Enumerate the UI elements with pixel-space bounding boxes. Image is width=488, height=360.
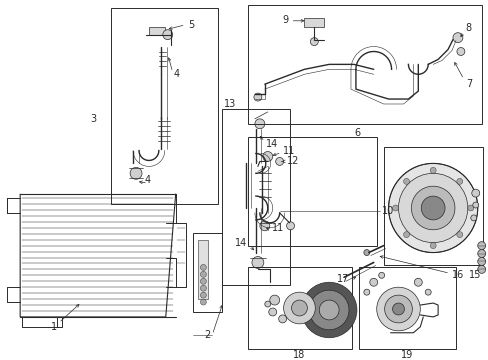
Circle shape — [259, 221, 269, 231]
Text: 4: 4 — [173, 69, 180, 79]
Text: 7: 7 — [465, 79, 471, 89]
Circle shape — [410, 186, 454, 230]
Circle shape — [477, 257, 485, 265]
Text: 1: 1 — [51, 322, 57, 332]
Circle shape — [392, 303, 404, 315]
Circle shape — [456, 179, 462, 184]
Circle shape — [200, 292, 206, 298]
Text: 9: 9 — [282, 15, 288, 25]
Circle shape — [200, 271, 206, 277]
Text: 13: 13 — [224, 99, 236, 109]
Bar — [358, 267, 455, 348]
Circle shape — [456, 48, 464, 55]
Circle shape — [477, 249, 485, 257]
Circle shape — [477, 242, 485, 249]
Circle shape — [130, 167, 142, 179]
Text: 6: 6 — [353, 128, 359, 138]
Text: 4: 4 — [144, 175, 151, 185]
Circle shape — [301, 282, 356, 338]
Text: 2: 2 — [203, 330, 210, 340]
Circle shape — [452, 33, 462, 42]
Circle shape — [269, 295, 279, 305]
Circle shape — [378, 273, 384, 278]
Circle shape — [319, 300, 338, 320]
Circle shape — [429, 243, 435, 249]
Circle shape — [163, 30, 172, 40]
Bar — [111, 8, 218, 204]
Bar — [247, 267, 351, 348]
Bar — [247, 5, 481, 124]
Circle shape — [291, 300, 307, 316]
Circle shape — [264, 301, 270, 307]
Circle shape — [392, 205, 398, 211]
Circle shape — [251, 257, 263, 269]
Circle shape — [471, 189, 479, 197]
Text: 11: 11 — [271, 223, 284, 233]
Circle shape — [369, 278, 377, 286]
Circle shape — [200, 285, 206, 291]
Circle shape — [275, 157, 283, 165]
Bar — [198, 240, 208, 299]
Circle shape — [429, 167, 435, 173]
Bar — [149, 27, 164, 35]
Text: 14: 14 — [235, 238, 247, 248]
Text: 8: 8 — [465, 23, 471, 33]
Circle shape — [384, 295, 411, 323]
Circle shape — [262, 152, 272, 161]
Text: 5: 5 — [188, 20, 194, 30]
Circle shape — [268, 308, 276, 316]
Circle shape — [472, 202, 478, 208]
Bar — [222, 109, 289, 285]
Circle shape — [200, 278, 206, 284]
Text: 15: 15 — [468, 270, 480, 280]
Bar — [192, 233, 222, 312]
Bar — [383, 147, 482, 265]
Circle shape — [200, 265, 206, 270]
Text: 12: 12 — [286, 157, 298, 166]
Circle shape — [403, 179, 408, 184]
Circle shape — [310, 38, 318, 46]
Circle shape — [398, 173, 467, 243]
Circle shape — [286, 222, 294, 230]
Circle shape — [363, 289, 369, 295]
Text: 3: 3 — [90, 114, 96, 124]
Bar — [247, 137, 376, 246]
Bar — [304, 18, 324, 27]
Text: 14: 14 — [265, 139, 278, 149]
Circle shape — [376, 287, 419, 331]
Circle shape — [403, 231, 408, 238]
Circle shape — [278, 315, 286, 323]
Circle shape — [283, 292, 315, 324]
Circle shape — [467, 205, 473, 211]
Text: 16: 16 — [451, 270, 463, 280]
Circle shape — [470, 215, 476, 221]
Circle shape — [477, 265, 485, 273]
Circle shape — [425, 289, 430, 295]
Circle shape — [413, 278, 422, 286]
Text: 17: 17 — [336, 274, 348, 284]
Circle shape — [309, 290, 348, 330]
Circle shape — [254, 119, 264, 129]
Circle shape — [200, 299, 206, 305]
Text: 18: 18 — [293, 350, 305, 360]
Text: 10: 10 — [381, 206, 393, 216]
Circle shape — [253, 93, 261, 101]
Text: 11: 11 — [282, 145, 294, 156]
Text: 19: 19 — [401, 350, 413, 360]
Circle shape — [421, 196, 444, 220]
Circle shape — [388, 163, 477, 253]
Circle shape — [456, 231, 462, 238]
Circle shape — [363, 249, 369, 256]
